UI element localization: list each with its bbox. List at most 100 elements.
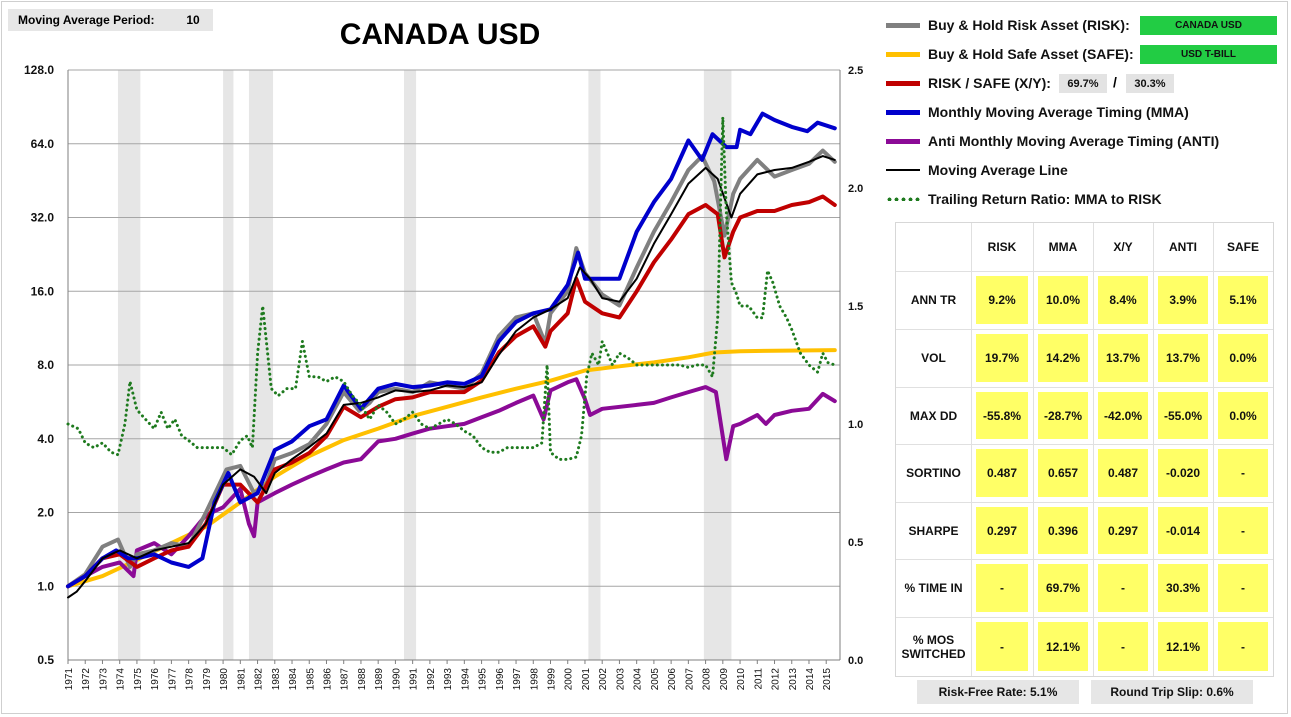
legend-item-ratio: Trailing Return Ratio: MMA to RISK bbox=[886, 188, 1162, 210]
round-trip-slip: Round Trip Slip: 0.6% bbox=[1091, 680, 1253, 704]
x-tick-label: 1974 bbox=[116, 668, 127, 691]
legend-item-risk: Buy & Hold Risk Asset (RISK): bbox=[886, 14, 1130, 36]
table-cell: - bbox=[1218, 449, 1268, 497]
table-header-safe: SAFE bbox=[1226, 240, 1259, 254]
legend-label-risk: Buy & Hold Risk Asset (RISK): bbox=[928, 17, 1130, 33]
x-tick-label: 1998 bbox=[529, 668, 540, 691]
legend-swatch-xy bbox=[886, 80, 920, 86]
x-tick-label: 1982 bbox=[254, 668, 265, 691]
x-tick-label: 1976 bbox=[150, 668, 161, 691]
table-cell: 0.487 bbox=[976, 449, 1028, 497]
risk-free-rate: Risk-Free Rate: 5.1% bbox=[917, 680, 1079, 704]
table-cell: -28.7% bbox=[1038, 392, 1088, 439]
table-cell: 0.657 bbox=[1038, 449, 1088, 497]
x-tick-label: 1973 bbox=[98, 668, 109, 691]
x-tick-label: 2004 bbox=[633, 668, 644, 691]
moving-average-period-box[interactable]: Moving Average Period: 10 bbox=[8, 9, 213, 31]
table-row-divider bbox=[896, 444, 1273, 445]
legend-label-mma: Monthly Moving Average Timing (MMA) bbox=[928, 104, 1189, 120]
table-row-label: ANN TR bbox=[910, 293, 957, 307]
table-cell: 14.2% bbox=[1038, 334, 1088, 382]
table-row-divider bbox=[896, 329, 1273, 330]
x-tick-label: 2014 bbox=[805, 668, 816, 691]
x-tick-label: 1991 bbox=[409, 668, 420, 691]
table-cell: 10.0% bbox=[1038, 276, 1088, 324]
y-tick-label: 128.0 bbox=[24, 63, 54, 77]
y2-tick-label: 1.5 bbox=[848, 301, 863, 313]
table-cell: -0.020 bbox=[1158, 449, 1208, 497]
legend-label-safe: Buy & Hold Safe Asset (SAFE): bbox=[928, 46, 1134, 62]
chart-plot: 0.5 1.0 2.0 4.0 8.0 16.0 32.0 64.0 128.0 0.0 0.5 1.… bbox=[24, 63, 863, 691]
table-column-divider bbox=[1093, 223, 1094, 676]
x-tick-label: 1987 bbox=[340, 668, 351, 691]
table-cell: 0.0% bbox=[1218, 392, 1268, 439]
table-cell: 13.7% bbox=[1098, 334, 1148, 382]
y-tick-label: 16.0 bbox=[31, 284, 55, 298]
x-tick-label: 1978 bbox=[185, 668, 196, 691]
x-tick-label: 1984 bbox=[288, 668, 299, 691]
x-tick-label: 1995 bbox=[478, 668, 489, 691]
x-tick-label: 1972 bbox=[81, 668, 92, 691]
table-cell: 12.1% bbox=[1038, 622, 1088, 671]
x-tick-label: 2011 bbox=[753, 668, 764, 690]
stats-table: RISK MMA X/Y ANTI SAFE ANN TR 9.2% 10.0% 8.4% 3.9… bbox=[895, 222, 1274, 677]
table-row-divider bbox=[896, 271, 1273, 272]
risk-percent-field[interactable]: 69.7% bbox=[1059, 74, 1107, 93]
legend-swatch-ma-line bbox=[886, 169, 920, 171]
series-line-mma bbox=[66, 111, 837, 589]
table-row-divider bbox=[896, 617, 1273, 618]
legend-item-safe: Buy & Hold Safe Asset (SAFE): bbox=[886, 43, 1134, 65]
x-tick-label: 2000 bbox=[564, 668, 575, 691]
legend-swatch-ratio bbox=[886, 197, 920, 201]
y-tick-label: 4.0 bbox=[37, 432, 54, 446]
y-tick-label: 32.0 bbox=[31, 211, 55, 225]
table-cell: - bbox=[1098, 564, 1148, 612]
legend-item-ma-line: Moving Average Line bbox=[886, 159, 1068, 181]
table-cell: - bbox=[976, 564, 1028, 612]
series-line-ma bbox=[67, 155, 836, 599]
table-cell: 30.3% bbox=[1158, 564, 1208, 612]
table-cell: 12.1% bbox=[1158, 622, 1208, 671]
table-cell: 0.0% bbox=[1218, 334, 1268, 382]
x-tick-label: 1977 bbox=[167, 668, 178, 691]
legend-item-anti: Anti Monthly Moving Average Timing (ANTI… bbox=[886, 130, 1219, 152]
x-tick-label: 1981 bbox=[236, 668, 247, 691]
legend-label-xy: RISK / SAFE (X/Y): bbox=[928, 75, 1051, 91]
x-tick-label: 1971 bbox=[64, 668, 75, 691]
series-line-ratio bbox=[66, 117, 837, 461]
table-cell: 0.396 bbox=[1038, 507, 1088, 554]
y2-tick-label: 2.5 bbox=[848, 65, 863, 77]
table-row-divider bbox=[896, 559, 1273, 560]
safe-asset-tag[interactable]: USD T-BILL bbox=[1140, 45, 1277, 64]
moving-average-period-value[interactable]: 10 bbox=[186, 13, 200, 27]
x-tick-label: 2009 bbox=[719, 668, 730, 691]
table-row-label: % MOS SWITCHED bbox=[901, 632, 966, 661]
legend-item-mma: Monthly Moving Average Timing (MMA) bbox=[886, 101, 1189, 123]
table-cell: 0.487 bbox=[1098, 449, 1148, 497]
series-line-risk bbox=[66, 148, 837, 589]
y2-tick-label: 1.0 bbox=[848, 419, 863, 431]
table-cell: - bbox=[1218, 507, 1268, 554]
table-cell: 3.9% bbox=[1158, 276, 1208, 324]
table-cell: -55.0% bbox=[1158, 392, 1208, 439]
legend-item-xy: RISK / SAFE (X/Y): bbox=[886, 72, 1051, 94]
x-tick-label: 1983 bbox=[271, 668, 282, 691]
x-tick-label: 2006 bbox=[667, 668, 678, 691]
risk-asset-tag[interactable]: CANADA USD bbox=[1140, 16, 1277, 35]
legend-label-ma-line: Moving Average Line bbox=[928, 162, 1068, 178]
table-cell: -42.0% bbox=[1098, 392, 1148, 439]
legend-label-ratio: Trailing Return Ratio: MMA to RISK bbox=[928, 191, 1162, 207]
table-cell: -55.8% bbox=[976, 392, 1028, 439]
x-tick-label: 2002 bbox=[598, 668, 609, 691]
legend-label-anti: Anti Monthly Moving Average Timing (ANTI… bbox=[928, 133, 1220, 149]
table-header-risk: RISK bbox=[987, 240, 1017, 254]
legend-swatch-mma bbox=[886, 109, 920, 115]
table-cell: 19.7% bbox=[976, 334, 1028, 382]
x-tick-label: 1999 bbox=[547, 668, 558, 691]
legend-swatch-anti bbox=[886, 138, 920, 144]
x-tick-label: 1989 bbox=[374, 668, 385, 691]
table-cell: 69.7% bbox=[1038, 564, 1088, 612]
safe-percent-field[interactable]: 30.3% bbox=[1126, 74, 1174, 93]
table-row-label: SHARPE bbox=[908, 523, 959, 538]
